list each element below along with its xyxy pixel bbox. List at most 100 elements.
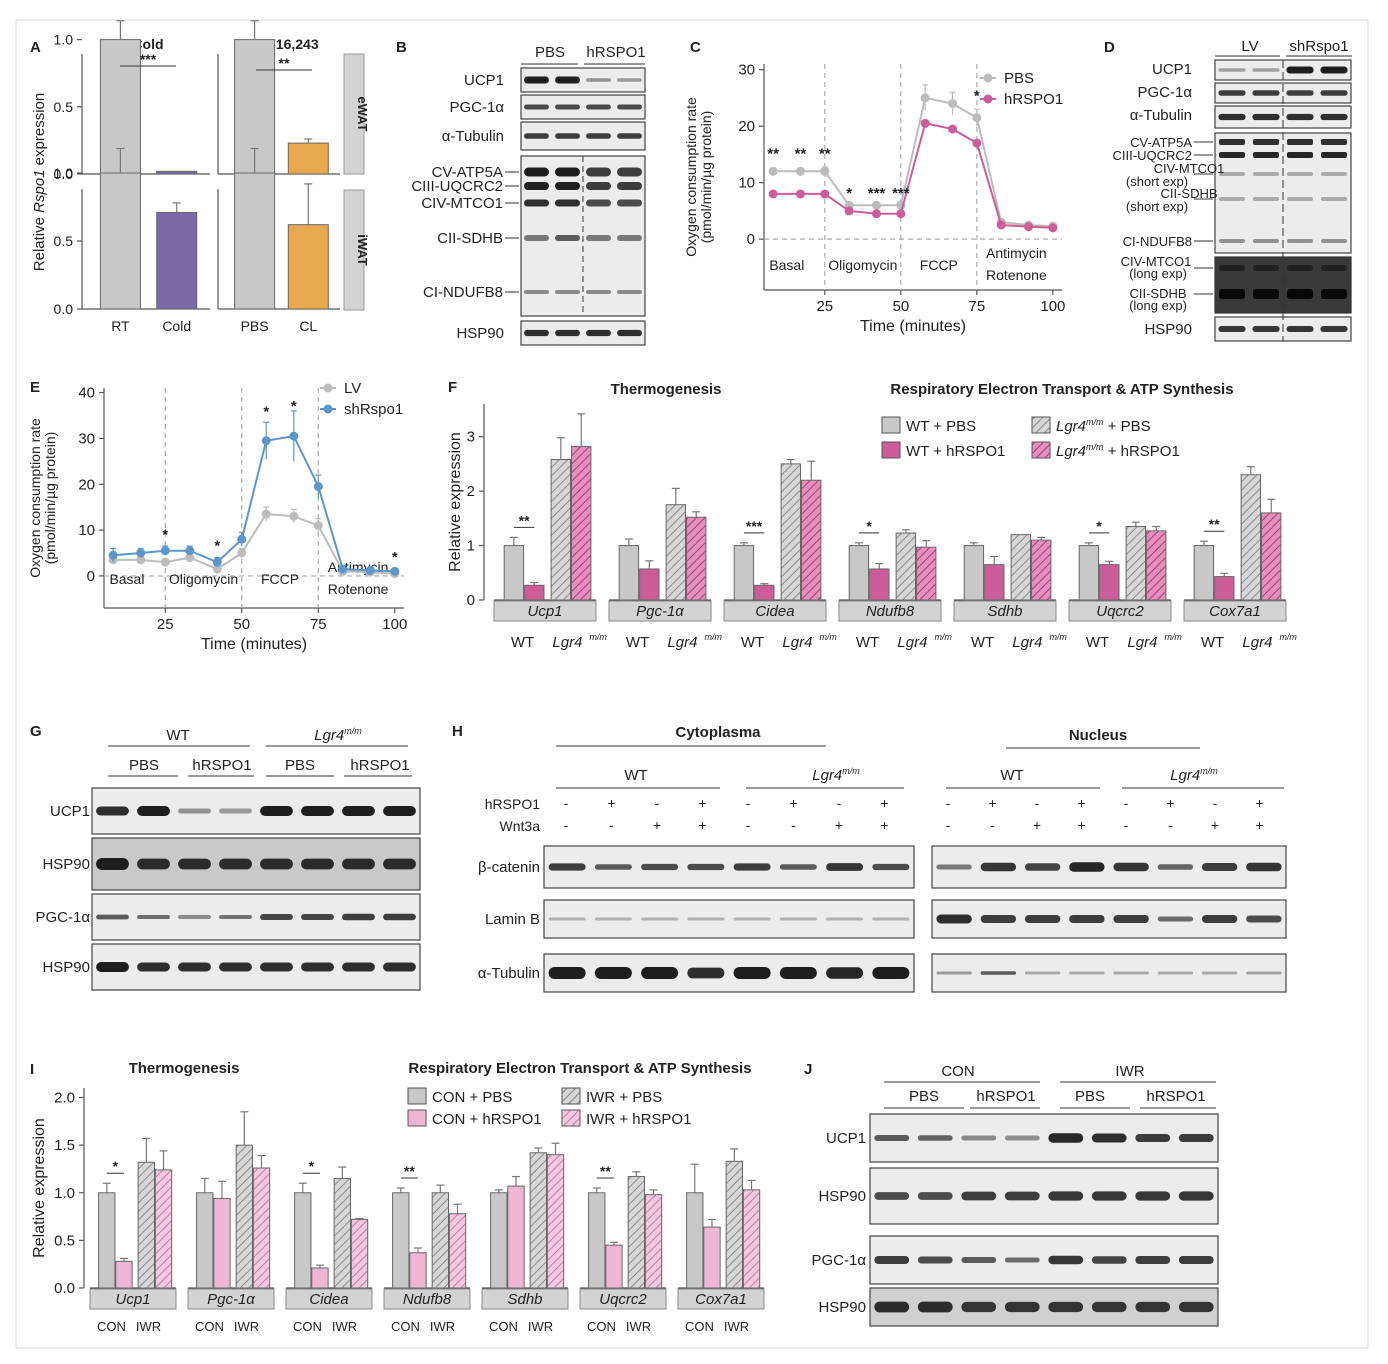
gene-strip-label: Ndufb8 bbox=[866, 603, 915, 620]
blot-band bbox=[1253, 152, 1279, 158]
blot-band bbox=[1253, 172, 1279, 176]
panel-h-sign: - bbox=[1124, 817, 1129, 833]
panel-h-sign: + bbox=[698, 795, 706, 811]
data-point bbox=[972, 113, 982, 123]
blot-band bbox=[1218, 113, 1246, 121]
y-axis-title: Relative expression bbox=[447, 432, 464, 572]
ytick-label: 1.5 bbox=[54, 1137, 75, 1154]
panel-h-sign: + bbox=[698, 817, 706, 833]
data-point bbox=[185, 546, 195, 556]
legend-label: Lgr4m/m + hRSPO1 bbox=[1056, 442, 1180, 460]
gene-strip bbox=[838, 600, 942, 622]
blot-band bbox=[1287, 265, 1313, 271]
data-point bbox=[108, 550, 118, 560]
blot-band bbox=[1253, 289, 1279, 299]
sig-star: *** bbox=[868, 185, 886, 202]
panel-h-sign: - bbox=[655, 795, 660, 811]
panel-a-sig: *** bbox=[140, 51, 157, 67]
data-point bbox=[136, 555, 146, 565]
blot-band bbox=[1113, 915, 1149, 923]
phase-label: Rotenone bbox=[328, 581, 389, 597]
data-point bbox=[261, 509, 271, 519]
blot-band bbox=[555, 133, 580, 139]
panel-h-row-label: Lamin B bbox=[485, 911, 540, 928]
panel-j-row-label: PGC-1α bbox=[811, 1252, 866, 1269]
blot-band bbox=[917, 1192, 953, 1200]
data-point bbox=[1024, 222, 1034, 232]
legend-swatch bbox=[561, 1087, 581, 1105]
legend-part: + hRSPO1 bbox=[1104, 443, 1180, 460]
panel-h-sign: - bbox=[791, 817, 796, 833]
data-point bbox=[212, 557, 222, 567]
legend-label: IWR + hRSPO1 bbox=[586, 1111, 691, 1128]
legend-swatch bbox=[881, 441, 901, 459]
blot-band bbox=[219, 808, 252, 814]
blot-band bbox=[96, 806, 129, 816]
bar bbox=[733, 545, 755, 601]
panel-h-genotype: Lgr4m/m bbox=[812, 766, 860, 784]
panel-b-row-label: PGC-1α bbox=[449, 99, 504, 116]
blot-band bbox=[980, 915, 1017, 923]
blot-band bbox=[617, 133, 642, 139]
gene-strip bbox=[481, 1288, 569, 1310]
panel-j-top: CON bbox=[941, 1063, 974, 1080]
blot-band bbox=[1004, 1301, 1040, 1313]
blot-band bbox=[96, 858, 129, 870]
blot-band bbox=[1287, 289, 1313, 299]
figure-border bbox=[15, 19, 1369, 1349]
blot-band bbox=[1286, 66, 1314, 74]
legend-part: Lgr4 bbox=[1056, 418, 1086, 435]
xtick-label: 25 bbox=[157, 616, 174, 633]
xcat-label: CON bbox=[195, 1319, 224, 1334]
xcat-label: Lgr4 bbox=[897, 634, 927, 651]
data-point bbox=[948, 124, 958, 134]
xcat-label: CON bbox=[685, 1319, 714, 1334]
sig-star: * bbox=[392, 549, 398, 566]
xtick-label: 50 bbox=[233, 616, 250, 633]
gene-strip-label: Ucp1 bbox=[527, 603, 562, 620]
legend-label: PBS bbox=[1004, 70, 1034, 87]
data-point bbox=[972, 138, 982, 148]
panel-h-sign: + bbox=[835, 817, 843, 833]
panel-h-treat-label: Wnt3a bbox=[500, 818, 541, 834]
panel-letter-g: G bbox=[30, 723, 42, 740]
panel-j-group-label: hRSPO1 bbox=[976, 1088, 1035, 1105]
genotype-name: WT bbox=[1000, 767, 1023, 784]
bar bbox=[115, 1260, 133, 1289]
bar bbox=[627, 1176, 645, 1289]
blot-band bbox=[1048, 1191, 1084, 1201]
blot-band bbox=[1135, 1301, 1171, 1313]
ytick-label: 30 bbox=[738, 62, 755, 79]
panel-d-row-label: CIV-MTCO1 bbox=[1154, 161, 1225, 176]
sig-star: * bbox=[866, 518, 872, 534]
blot-band bbox=[586, 182, 611, 190]
data-point bbox=[160, 557, 170, 567]
panel-d-row-label: UCP1 bbox=[1152, 61, 1192, 78]
sig-star: ** bbox=[404, 1163, 415, 1179]
panel-b-group-label: hRSPO1 bbox=[586, 44, 645, 61]
bar bbox=[490, 1192, 508, 1289]
blot-band bbox=[936, 971, 972, 975]
blot-band bbox=[874, 1256, 910, 1264]
bar bbox=[1240, 474, 1261, 601]
panel-a-xcat: Cold bbox=[162, 318, 191, 334]
blot-band bbox=[936, 864, 972, 870]
blot-band bbox=[961, 1257, 997, 1263]
xtick-label: 75 bbox=[310, 616, 327, 633]
panel-a-bar bbox=[234, 172, 276, 310]
panel-e: E 0 10 20 30 40 25 50 75 100 Time (minutes) Oxygen … bbox=[27, 379, 407, 653]
blot-band bbox=[687, 917, 725, 921]
bar bbox=[350, 1218, 369, 1289]
blot-band bbox=[555, 329, 580, 337]
bar bbox=[137, 1161, 156, 1289]
blot-band bbox=[555, 182, 580, 190]
blot-band bbox=[1320, 90, 1348, 96]
phase-label: FCCP bbox=[920, 257, 958, 273]
gene-strip bbox=[677, 1288, 765, 1310]
panel-a-bar bbox=[287, 224, 329, 310]
bar bbox=[1193, 545, 1215, 601]
panel-h-sign: + bbox=[880, 795, 888, 811]
blot-band bbox=[641, 917, 679, 921]
panel-b-group-label: PBS bbox=[535, 44, 565, 61]
panel-h-sign: - bbox=[837, 795, 842, 811]
